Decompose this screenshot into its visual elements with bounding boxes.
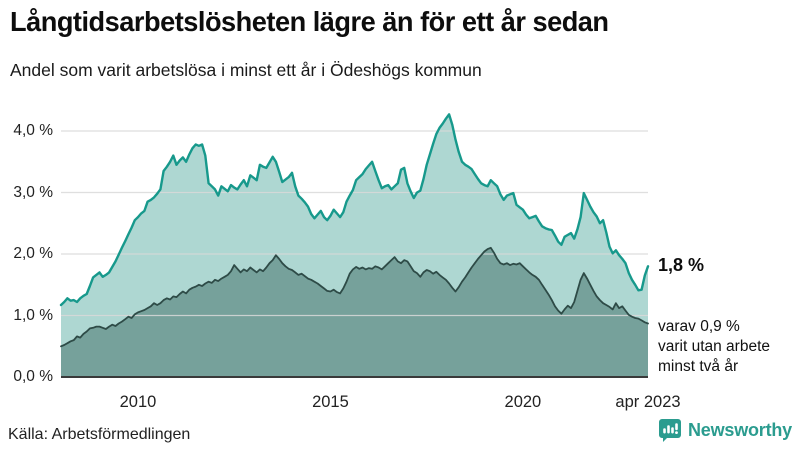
newsworthy-logo: Newsworthy (658, 418, 792, 442)
y-tick-label: 0,0 % (13, 368, 53, 385)
newsworthy-icon (658, 419, 681, 442)
source-attribution: Källa: Arbetsförmedlingen (8, 426, 191, 443)
y-tick-label: 2,0 % (13, 245, 53, 262)
y-tick-label: 1,0 % (13, 306, 53, 324)
x-tick-label: 2010 (119, 393, 157, 411)
two-year-annotation-line: minst två år (658, 358, 739, 376)
x-tick-label: 2015 (312, 393, 349, 411)
two-year-annotation: varav 0,9 % varit utan arbete minst två … (658, 317, 770, 377)
latest-value-label: 1,8 % (658, 255, 705, 276)
area-fill-two-year (61, 247, 648, 377)
y-tick-label: 4,0 % (13, 122, 53, 139)
x-tick-label: apr 2023 (615, 393, 681, 411)
two-year-annotation-line: varit utan arbete (658, 338, 771, 356)
page-title: Långtidsarbetslösheten lägre än för ett … (10, 6, 609, 37)
x-tick-label: 2020 (504, 393, 542, 411)
y-tick-label: 3,0 % (13, 183, 53, 201)
chart-subtitle: Andel som varit arbetslösa i minst ett å… (10, 60, 482, 80)
newsworthy-wordmark: Newsworthy (687, 419, 792, 440)
two-year-annotation-line: varav 0,9 % (658, 318, 740, 336)
series-line-one-year (59, 113, 650, 307)
series-line-two-year (60, 246, 649, 348)
